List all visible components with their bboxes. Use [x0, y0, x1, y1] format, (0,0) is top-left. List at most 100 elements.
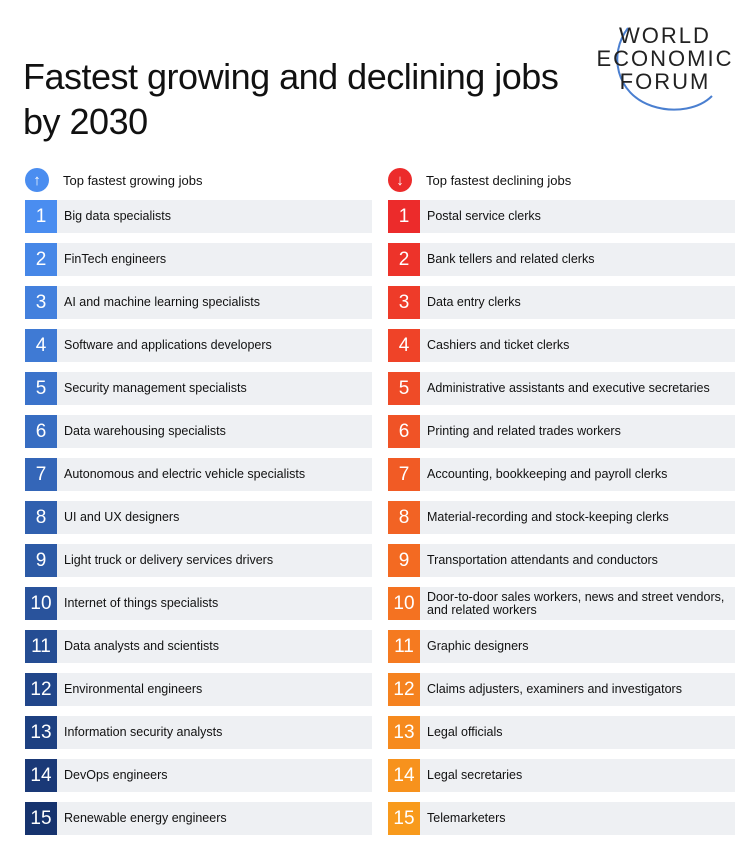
rank-badge: 11 — [388, 630, 420, 663]
growing-job-row: 12 Environmental engineers — [25, 673, 372, 706]
declining-job-row: 1 Postal service clerks — [388, 200, 735, 233]
job-label: DevOps engineers — [64, 768, 168, 782]
rank-badge: 15 — [25, 802, 57, 835]
rank-badge: 15 — [388, 802, 420, 835]
declining-job-row: 2 Bank tellers and related clerks — [388, 243, 735, 276]
job-label: AI and machine learning specialists — [64, 295, 260, 309]
job-label: Administrative assistants and executive … — [427, 381, 710, 395]
growing-job-row: 11 Data analysts and scientists — [25, 630, 372, 663]
declining-header: ↓ Top fastest declining jobs — [388, 166, 735, 194]
job-label: Door-to-door sales workers, news and str… — [427, 589, 725, 617]
job-label: Information security analysts — [64, 725, 223, 739]
rank-badge: 5 — [388, 372, 420, 405]
arrow-down-icon: ↓ — [388, 168, 412, 192]
job-label: Environmental engineers — [64, 682, 203, 696]
declining-jobs-list: ↓ Top fastest declining jobs 1 Postal ser… — [388, 166, 735, 845]
job-label: Big data specialists — [64, 209, 172, 223]
job-label: Graphic designers — [427, 639, 529, 653]
job-label: Autonomous and electric vehicle speciali… — [64, 467, 306, 481]
job-label: Telemarketers — [427, 811, 506, 825]
growing-job-row: 15 Renewable energy engineers — [25, 802, 372, 835]
rank-badge: 9 — [388, 544, 420, 577]
rank-badge: 10 — [388, 587, 420, 620]
job-label: Cashiers and ticket clerks — [427, 338, 570, 352]
job-label: Printing and related trades workers — [427, 424, 621, 438]
job-label: Data analysts and scientists — [64, 639, 219, 653]
rank-badge: 6 — [388, 415, 420, 448]
wef-logo: WORLD ECONOMIC FORUM — [590, 24, 750, 114]
job-label: Data entry clerks — [427, 295, 521, 309]
rank-badge: 14 — [388, 759, 420, 792]
declining-job-row: 7 Accounting, bookkeeping and payroll cle… — [388, 458, 735, 491]
page-title: Fastest growing and declining jobs by 20… — [23, 56, 559, 142]
growing-job-row: 2 FinTech engineers — [25, 243, 372, 276]
rank-badge: 14 — [25, 759, 57, 792]
logo-line-2: ECONOMIC — [596, 46, 734, 71]
growing-heading: Top fastest growing jobs — [63, 172, 203, 188]
declining-job-row: 8 Material-recording and stock-keeping cl… — [388, 501, 735, 534]
job-label: Light truck or delivery services drivers — [64, 553, 274, 567]
job-label: Accounting, bookkeeping and payroll cler… — [427, 467, 668, 481]
rank-badge: 3 — [25, 286, 57, 319]
rank-badge: 6 — [25, 415, 57, 448]
rank-badge: 7 — [25, 458, 57, 491]
rank-badge: 4 — [388, 329, 420, 362]
job-label: Transportation attendants and conductors — [427, 553, 658, 567]
job-label: Postal service clerks — [427, 209, 541, 223]
growing-job-row: 13 Information security analysts — [25, 716, 372, 749]
rank-badge: 11 — [25, 630, 57, 663]
declining-job-row: 15 Telemarketers — [388, 802, 735, 835]
growing-job-row: 1 Big data specialists — [25, 200, 372, 233]
declining-job-row: 5 Administrative assistants and executive… — [388, 372, 735, 405]
job-label: Data warehousing specialists — [64, 424, 226, 438]
growing-jobs-list: ↑ Top fastest growing jobs 1 Big data spe… — [25, 166, 372, 845]
job-label: UI and UX designers — [64, 510, 180, 524]
declining-job-row: 14 Legal secretaries — [388, 759, 735, 792]
rank-badge: 1 — [25, 200, 57, 233]
job-label: FinTech engineers — [64, 252, 167, 266]
declining-heading: Top fastest declining jobs — [426, 172, 572, 188]
declining-job-row: 6 Printing and related trades workers — [388, 415, 735, 448]
declining-job-row: 10 Door-to-door sales workers, news and s… — [388, 587, 735, 620]
growing-job-row: 5 Security management specialists — [25, 372, 372, 405]
declining-job-row: 9 Transportation attendants and conductor… — [388, 544, 735, 577]
growing-job-row: 8 UI and UX designers — [25, 501, 372, 534]
rank-badge: 10 — [25, 587, 57, 620]
rank-badge: 5 — [25, 372, 57, 405]
growing-job-row: 3 AI and machine learning specialists — [25, 286, 372, 319]
rank-badge: 8 — [388, 501, 420, 534]
growing-job-row: 6 Data warehousing specialists — [25, 415, 372, 448]
rank-badge: 3 — [388, 286, 420, 319]
rank-badge: 2 — [388, 243, 420, 276]
job-label: Claims adjusters, examiners and investig… — [427, 682, 682, 696]
declining-job-row: 13 Legal officials — [388, 716, 735, 749]
job-label: Software and applications developers — [64, 338, 272, 352]
logo-arc-icon — [616, 27, 713, 111]
rank-badge: 12 — [25, 673, 57, 706]
job-label: Legal officials — [427, 725, 503, 739]
rank-badge: 1 — [388, 200, 420, 233]
job-label: Legal secretaries — [427, 768, 523, 782]
rank-badge: 13 — [388, 716, 420, 749]
job-label: Material-recording and stock-keeping cle… — [427, 510, 669, 524]
declining-job-row: 4 Cashiers and ticket clerks — [388, 329, 735, 362]
rank-badge: 8 — [25, 501, 57, 534]
job-label: Renewable energy engineers — [64, 811, 227, 825]
declining-job-row: 3 Data entry clerks — [388, 286, 735, 319]
job-label: Security management specialists — [64, 381, 247, 395]
rank-badge: 13 — [25, 716, 57, 749]
growing-job-row: 4 Software and applications developers — [25, 329, 372, 362]
growing-job-row: 9 Light truck or delivery services driver… — [25, 544, 372, 577]
logo-line-1: WORLD — [619, 23, 711, 48]
declining-job-row: 11 Graphic designers — [388, 630, 735, 663]
rank-badge: 12 — [388, 673, 420, 706]
job-label: Bank tellers and related clerks — [427, 252, 595, 266]
rank-badge: 2 — [25, 243, 57, 276]
growing-job-row: 10 Internet of things specialists — [25, 587, 372, 620]
rank-badge: 4 — [25, 329, 57, 362]
growing-header: ↑ Top fastest growing jobs — [25, 166, 372, 194]
logo-line-3: FORUM — [619, 69, 711, 94]
rank-badge: 9 — [25, 544, 57, 577]
arrow-up-icon: ↑ — [25, 168, 49, 192]
job-label: Internet of things specialists — [64, 596, 219, 610]
